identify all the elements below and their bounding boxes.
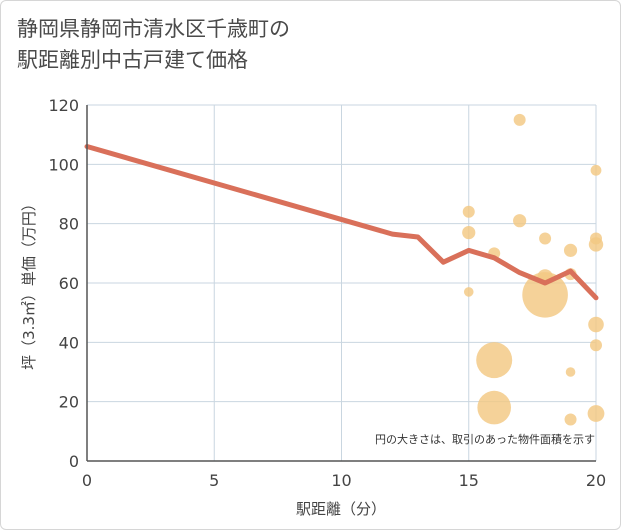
x-axis-label: 駅距離（分）: [296, 500, 386, 518]
data-point-2: [463, 287, 474, 297]
x-tick-label-10: 10: [331, 471, 351, 490]
data-point-15: [590, 164, 602, 176]
data-point-0: [462, 205, 475, 218]
x-tick-label-15: 15: [459, 471, 479, 490]
y-tick-label-100: 100: [48, 155, 79, 174]
data-point-8: [539, 232, 552, 245]
data-point-18: [588, 316, 604, 333]
y-tick-label-120: 120: [48, 96, 79, 115]
x-tick-label-5: 5: [209, 471, 219, 490]
data-point-4: [476, 342, 513, 379]
data-point-11: [563, 243, 578, 257]
chart-title-line-2: 駅距離別中古戸建て価格: [17, 48, 248, 72]
data-point-7: [513, 214, 527, 228]
x-tick-label-0: 0: [82, 471, 92, 490]
data-point-10: [522, 272, 568, 318]
data-point-20: [587, 405, 605, 422]
axes: [86, 105, 596, 462]
y-tick-label-40: 40: [59, 333, 79, 352]
trend-line-group: [84, 144, 599, 301]
size-legend-note: 円の大きさは、取引のあった物件面積を示す: [375, 432, 595, 446]
data-points: [462, 113, 605, 426]
data-point-1: [462, 225, 476, 240]
data-point-5: [477, 390, 512, 425]
data-point-17: [588, 237, 604, 252]
y-axis-label: 坪（3.3㎡）単価（万円）: [20, 196, 38, 370]
grid-lines: [87, 104, 597, 461]
y-tick-label-0: 0: [69, 452, 79, 471]
y-tick-label-20: 20: [59, 393, 79, 412]
x-tick-label-20: 20: [586, 471, 606, 490]
tick-labels: 0 20 40 60 80 100 120 0 5 10 15 20: [48, 96, 606, 490]
data-point-14: [564, 413, 577, 426]
y-tick-label-60: 60: [59, 274, 79, 293]
trend-line: [84, 144, 599, 301]
chart-title: 静岡県静岡市清水区千歳町の 駅距離別中古戸建て価格: [17, 14, 290, 76]
y-tick-label-80: 80: [59, 215, 79, 234]
data-point-13: [565, 367, 576, 377]
data-point-19: [590, 339, 602, 352]
data-point-6: [513, 113, 526, 126]
chart-title-line-1: 静岡県静岡市清水区千歳町の: [17, 17, 290, 41]
